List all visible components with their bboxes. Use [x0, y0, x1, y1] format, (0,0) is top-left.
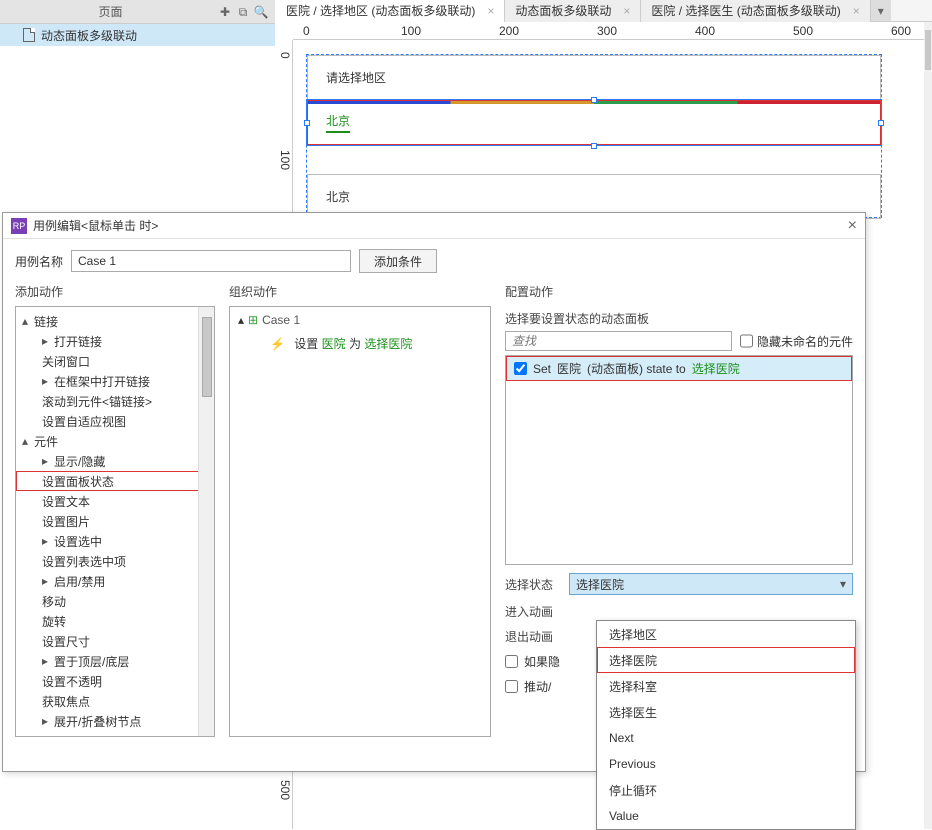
close-icon[interactable]: ×: [848, 217, 857, 235]
scrollbar[interactable]: [198, 307, 214, 736]
col3-title: 配置动作: [505, 283, 853, 300]
close-icon[interactable]: ×: [853, 0, 860, 22]
col2-title: 组织动作: [229, 283, 491, 300]
dropdown-option[interactable]: Previous: [597, 751, 855, 777]
case-node[interactable]: ▴⊞ Case 1: [230, 307, 490, 333]
anim-in-row: 进入动画: [505, 603, 853, 620]
pages-tree-item[interactable]: 动态面板多级联动: [0, 24, 275, 46]
tab-1-label: 动态面板多级联动: [515, 0, 611, 22]
scrollbar-thumb[interactable]: [202, 317, 212, 397]
tree-item[interactable]: 获取焦点: [16, 691, 214, 711]
chevron-down-icon: ▾: [840, 577, 846, 591]
hide-unnamed-checkbox[interactable]: 隐藏未命名的元件: [740, 331, 853, 351]
tree-item[interactable]: 设置文本: [16, 491, 214, 511]
canvas-field-1[interactable]: 请选择地区: [307, 55, 881, 100]
tree-item[interactable]: ▸显示/隐藏: [16, 451, 214, 471]
tree-item[interactable]: 滚动到元件<锚链接>: [16, 391, 214, 411]
tree-item[interactable]: ▸在框架中打开链接: [16, 371, 214, 391]
tree-item[interactable]: 关闭窗口: [16, 351, 214, 371]
canvas-field-2[interactable]: 北京: [307, 100, 881, 145]
tab-1[interactable]: 动态面板多级联动 ×: [505, 0, 641, 22]
tree-group-widget[interactable]: ▴元件: [16, 431, 214, 451]
state-dropdown: 选择地区 选择医院 选择科室 选择医生 Next Previous 停止循环 V…: [596, 620, 856, 830]
tabs-bar: 医院 / 选择地区 (动态面板多级联动) × 动态面板多级联动 × 医院 / 选择医…: [276, 0, 932, 22]
dropdown-option[interactable]: 选择地区: [597, 621, 855, 647]
tree-item[interactable]: 移动: [16, 591, 214, 611]
tab-0-label: 医院 / 选择地区 (动态面板多级联动): [286, 0, 475, 22]
dialog-title: 用例编辑<鼠标单击 时>: [33, 217, 848, 234]
pages-panel: 页面 ✚ ⧉ 🔍 动态面板多级联动: [0, 0, 275, 48]
case-name-row: 用例名称 添加条件: [3, 239, 865, 283]
add-action-column: 添加动作 ▴链接 ▸打开链接 关闭窗口 ▸在框架中打开链接 滚动到元件<锚链接>…: [15, 283, 215, 737]
action-tree: ▴链接 ▸打开链接 关闭窗口 ▸在框架中打开链接 滚动到元件<锚链接> 设置自适…: [16, 307, 214, 735]
add-page-icon[interactable]: ✚: [217, 4, 233, 20]
panel-list: Set 医院 (动态面板) state to 选择医院: [505, 355, 853, 565]
tree-item[interactable]: 设置列表选中项: [16, 551, 214, 571]
tree-item[interactable]: 设置尺寸: [16, 631, 214, 651]
add-condition-button[interactable]: 添加条件: [359, 249, 437, 273]
ruler-horizontal: 0 100 200 300 400 500 600: [293, 22, 924, 40]
tree-item[interactable]: ▸打开链接: [16, 331, 214, 351]
close-icon[interactable]: ×: [623, 0, 630, 22]
tree-item[interactable]: ▸展开/折叠树节点: [16, 711, 214, 731]
select-state-row: 选择状态 选择医院▾: [505, 573, 853, 595]
resize-handle[interactable]: [591, 143, 597, 149]
tab-2[interactable]: 医院 / 选择医生 (动态面板多级联动) ×: [641, 0, 870, 22]
tree-item[interactable]: 设置不透明: [16, 671, 214, 691]
tab-2-label: 医院 / 选择医生 (动态面板多级联动): [651, 0, 840, 22]
app-icon: RP: [11, 218, 27, 234]
resize-handle[interactable]: [878, 120, 884, 126]
pages-header: 页面 ✚ ⧉ 🔍: [0, 0, 275, 24]
add-folder-icon[interactable]: ⧉: [235, 4, 251, 20]
close-icon[interactable]: ×: [487, 0, 494, 22]
tree-item[interactable]: ▸设置选中: [16, 531, 214, 551]
case-name-input[interactable]: [71, 250, 351, 272]
tab-0[interactable]: 医院 / 选择地区 (动态面板多级联动) ×: [276, 0, 505, 22]
tree-item[interactable]: ▸置于顶层/底层: [16, 651, 214, 671]
search-pages-icon[interactable]: 🔍: [253, 4, 269, 20]
pages-title: 页面: [6, 3, 215, 20]
dropdown-option[interactable]: 选择医生: [597, 699, 855, 725]
page-icon: [23, 28, 35, 42]
if-hidden-checkbox[interactable]: [505, 655, 518, 668]
dropdown-option[interactable]: 停止循环: [597, 777, 855, 803]
col1-title: 添加动作: [15, 283, 215, 300]
tree-item[interactable]: 设置自适应视图: [16, 411, 214, 431]
case-actions-box: ▴⊞ Case 1 ⚡ 设置 医院 为 选择医院: [229, 306, 491, 737]
tree-item[interactable]: 旋转: [16, 611, 214, 631]
dropdown-option[interactable]: Next: [597, 725, 855, 751]
dropdown-option[interactable]: Value: [597, 803, 855, 829]
dialog-titlebar: RP 用例编辑<鼠标单击 时> ×: [3, 213, 865, 239]
tree-item[interactable]: 设置图片: [16, 511, 214, 531]
tabs-overflow-icon[interactable]: ▾: [871, 0, 891, 21]
panel-row[interactable]: Set 医院 (动态面板) state to 选择医院: [506, 356, 852, 381]
action-node[interactable]: ⚡ 设置 医院 为 选择医院: [230, 333, 490, 354]
case-name-label: 用例名称: [15, 253, 63, 270]
canvas-scrollbar[interactable]: [924, 22, 932, 829]
tree-group-link[interactable]: ▴链接: [16, 311, 214, 331]
tree-item-set-panel-state[interactable]: 设置面板状态: [16, 471, 214, 491]
bolt-icon: ⚡: [270, 337, 285, 351]
panel-checkbox[interactable]: [514, 362, 527, 375]
page-name: 动态面板多级联动: [41, 27, 137, 44]
cfg-panel-label: 选择要设置状态的动态面板: [505, 306, 853, 331]
tree-item[interactable]: ▸启用/禁用: [16, 571, 214, 591]
dropdown-option-selected[interactable]: 选择医院: [597, 647, 855, 673]
resize-handle[interactable]: [304, 120, 310, 126]
organize-actions-column: 组织动作 ▴⊞ Case 1 ⚡ 设置 医院 为 选择医院: [229, 283, 491, 737]
resize-handle[interactable]: [591, 97, 597, 103]
dropdown-option[interactable]: 选择科室: [597, 673, 855, 699]
push-checkbox[interactable]: [505, 680, 518, 693]
scrollbar-thumb[interactable]: [925, 30, 931, 70]
search-input[interactable]: [505, 331, 732, 351]
select-state-dropdown[interactable]: 选择医院▾: [569, 573, 853, 595]
action-tree-box: ▴链接 ▸打开链接 关闭窗口 ▸在框架中打开链接 滚动到元件<锚链接> 设置自适…: [15, 306, 215, 737]
